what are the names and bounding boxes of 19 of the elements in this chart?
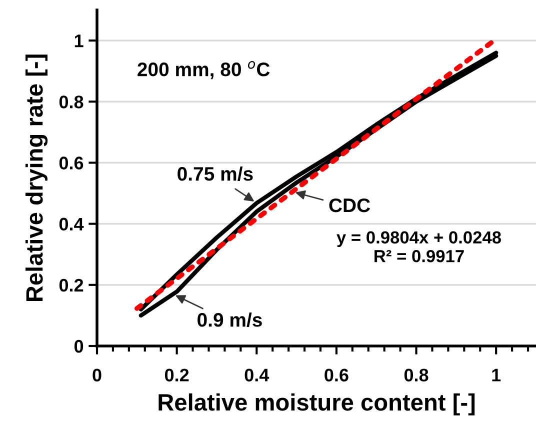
- x-tick-label: 0.4: [244, 368, 270, 382]
- y-tick-label: 0.8: [59, 96, 84, 108]
- y-tick-label: 0: [74, 340, 84, 353]
- annotation: y = 0.9804x + 0.0248 R² = 0.9917: [336, 231, 502, 262]
- y-tick-label: 1: [74, 34, 84, 48]
- y-tick-label: 0.6: [59, 156, 84, 170]
- x-tick-label: 0: [92, 368, 102, 382]
- annotation: 200 mm, 80 $^{o}$C: [138, 61, 270, 80]
- x-tick-label: 0.6: [324, 368, 348, 382]
- x-tick-label: 1: [492, 368, 501, 382]
- x-tick-label: 0.2: [164, 368, 189, 382]
- annotation: CDC: [329, 198, 370, 212]
- y-axis-title: Relative drying rate [-]: [25, 54, 48, 302]
- annotation: 0.75 m/s: [178, 166, 253, 181]
- x-axis-title: Relative moisture content [-]: [158, 393, 475, 416]
- annotation: 0.9 m/s: [198, 312, 262, 327]
- y-tick-label: 0.4: [59, 218, 84, 231]
- x-tick-label: 0.8: [404, 368, 428, 382]
- y-tick-label: 0.2: [59, 278, 84, 292]
